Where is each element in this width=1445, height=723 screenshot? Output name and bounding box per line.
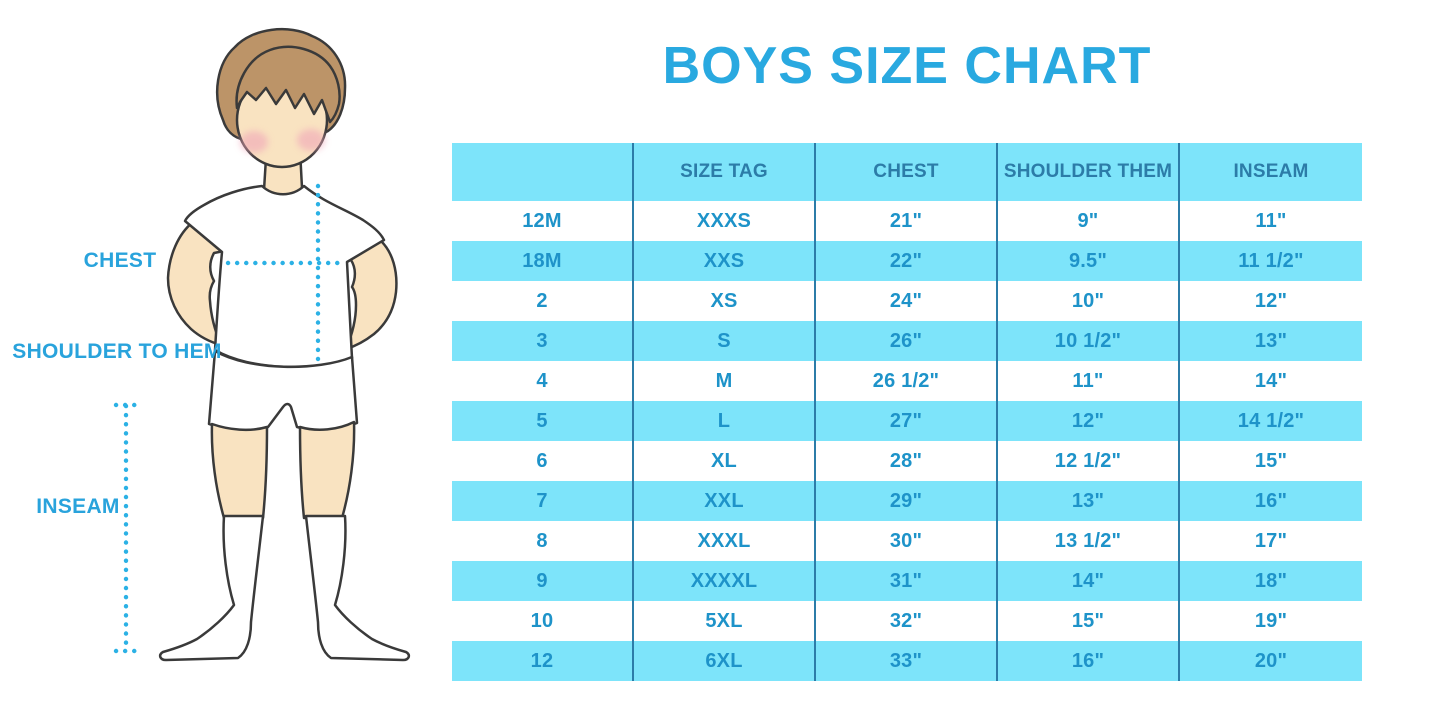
table-cell: 10" (998, 281, 1180, 321)
table-cell: 31" (816, 561, 998, 601)
table-cell: 12" (998, 401, 1180, 441)
table-row: 3 S 26" 10 1/2" 13" (452, 321, 1362, 361)
table-cell: XXXL (634, 521, 816, 561)
table-cell: S (634, 321, 816, 361)
table-cell: 28" (816, 441, 998, 481)
table-cell: 9.5" (998, 241, 1180, 281)
table-cell: 12 (452, 641, 634, 681)
table-cell: 26" (816, 321, 998, 361)
table-cell: 21" (816, 201, 998, 241)
chest-label: CHEST (83, 249, 157, 272)
table-header-cell (452, 143, 634, 201)
table-cell: 7 (452, 481, 634, 521)
table-cell: M (634, 361, 816, 401)
table-cell: 6XL (634, 641, 816, 681)
boy-hair-fringe-icon (235, 45, 341, 124)
table-cell: 11" (1255, 209, 1287, 232)
table-cell: 13" (1254, 329, 1288, 352)
table-cell: 11 1/2" (1238, 249, 1304, 272)
table-header-cell: SIZE TAG (634, 143, 816, 201)
table-cell: 32" (816, 601, 998, 641)
table-row: 6 XL 28" 12 1/2" 15" (452, 441, 1362, 481)
boy-right-leg-icon (298, 420, 356, 520)
table-cell: 22" (816, 241, 998, 281)
table-cell: L (634, 401, 816, 441)
table-header-cell: CHEST (816, 143, 998, 201)
table-row: 12 6XL 33" 16" 20" (452, 641, 1362, 681)
table-cell: 12" (1254, 289, 1288, 312)
boy-right-sock-icon (304, 514, 411, 662)
table-cell: 18M (452, 241, 634, 281)
table-cell: 6 (452, 441, 634, 481)
table-cell: XXS (634, 241, 816, 281)
table-cell: 27" (816, 401, 998, 441)
table-cell: XXL (634, 481, 816, 521)
size-table: SIZE TAG CHEST SHOULDER THEM INSEAM 12M XXXS 2… (452, 143, 1362, 681)
table-cell: 2 (452, 281, 634, 321)
boy-blush-right-icon (297, 129, 325, 151)
boy-left-sock-icon (158, 514, 265, 662)
table-row: 2 XS 24" 10" 12" (452, 281, 1362, 321)
table-row: 10 5XL 32" 15" 19" (452, 601, 1362, 641)
table-cell: 15" (1254, 449, 1288, 472)
table-cell: 14 1/2" (1237, 409, 1305, 432)
table-cell: 16" (1254, 489, 1288, 512)
boy-blush-left-icon (240, 131, 268, 153)
table-cell: 10 (452, 601, 634, 641)
shoulder-to-hem-label: SHOULDER TO HEM (12, 340, 222, 363)
table-cell: 14" (1254, 369, 1288, 392)
table-header-row: SIZE TAG CHEST SHOULDER THEM INSEAM (452, 143, 1362, 201)
boy-left-leg-icon (210, 422, 269, 520)
table-cell: 30" (816, 521, 998, 561)
table-cell: 18" (1254, 569, 1288, 592)
table-row: 8 XXXL 30" 13 1/2" 17" (452, 521, 1362, 561)
table-row: 5 L 27" 12" 14 1/2" (452, 401, 1362, 441)
table-cell: 5 (452, 401, 634, 441)
inseam-label: INSEAM (36, 495, 120, 518)
table-cell: 8 (452, 521, 634, 561)
table-cell: 5XL (634, 601, 816, 641)
table-cell: XL (634, 441, 816, 481)
boy-illustration (113, 27, 411, 662)
table-cell: 14" (998, 561, 1180, 601)
table-row: 4 M 26 1/2" 11" 14" (452, 361, 1362, 401)
table-cell: 11" (998, 361, 1180, 401)
table-cell: 20" (1254, 649, 1288, 672)
table-cell: 12M (452, 201, 634, 241)
table-cell: 16" (998, 641, 1180, 681)
table-cell: 10 1/2" (998, 321, 1180, 361)
table-cell: 13 1/2" (998, 521, 1180, 561)
table-cell: 4 (452, 361, 634, 401)
table-cell: 24" (816, 281, 998, 321)
table-cell: 19" (1254, 609, 1288, 632)
table-cell: 9" (998, 201, 1180, 241)
table-cell: 13" (998, 481, 1180, 521)
page-title: BOYS SIZE CHART (662, 37, 1152, 95)
table-cell: 33" (816, 641, 998, 681)
table-cell: XS (634, 281, 816, 321)
table-cell: 17" (1254, 529, 1288, 552)
table-cell: 15" (998, 601, 1180, 641)
table-cell: 26 1/2" (816, 361, 998, 401)
table-header-cell: INSEAM (1233, 161, 1309, 182)
table-cell: 3 (452, 321, 634, 361)
table-cell: XXXS (634, 201, 816, 241)
table-header-cell: SHOULDER THEM (998, 143, 1180, 201)
table-row: 9 XXXXL 31" 14" 18" (452, 561, 1362, 601)
table-cell: 12 1/2" (998, 441, 1180, 481)
table-row: 7 XXL 29" 13" 16" (452, 481, 1362, 521)
table-row: 18M XXS 22" 9.5" 11 1/2" (452, 241, 1362, 281)
table-row: 12M XXXS 21" 9" 11" (452, 201, 1362, 241)
table-cell: 9 (452, 561, 634, 601)
table-cell: 29" (816, 481, 998, 521)
table-cell: XXXXL (634, 561, 816, 601)
